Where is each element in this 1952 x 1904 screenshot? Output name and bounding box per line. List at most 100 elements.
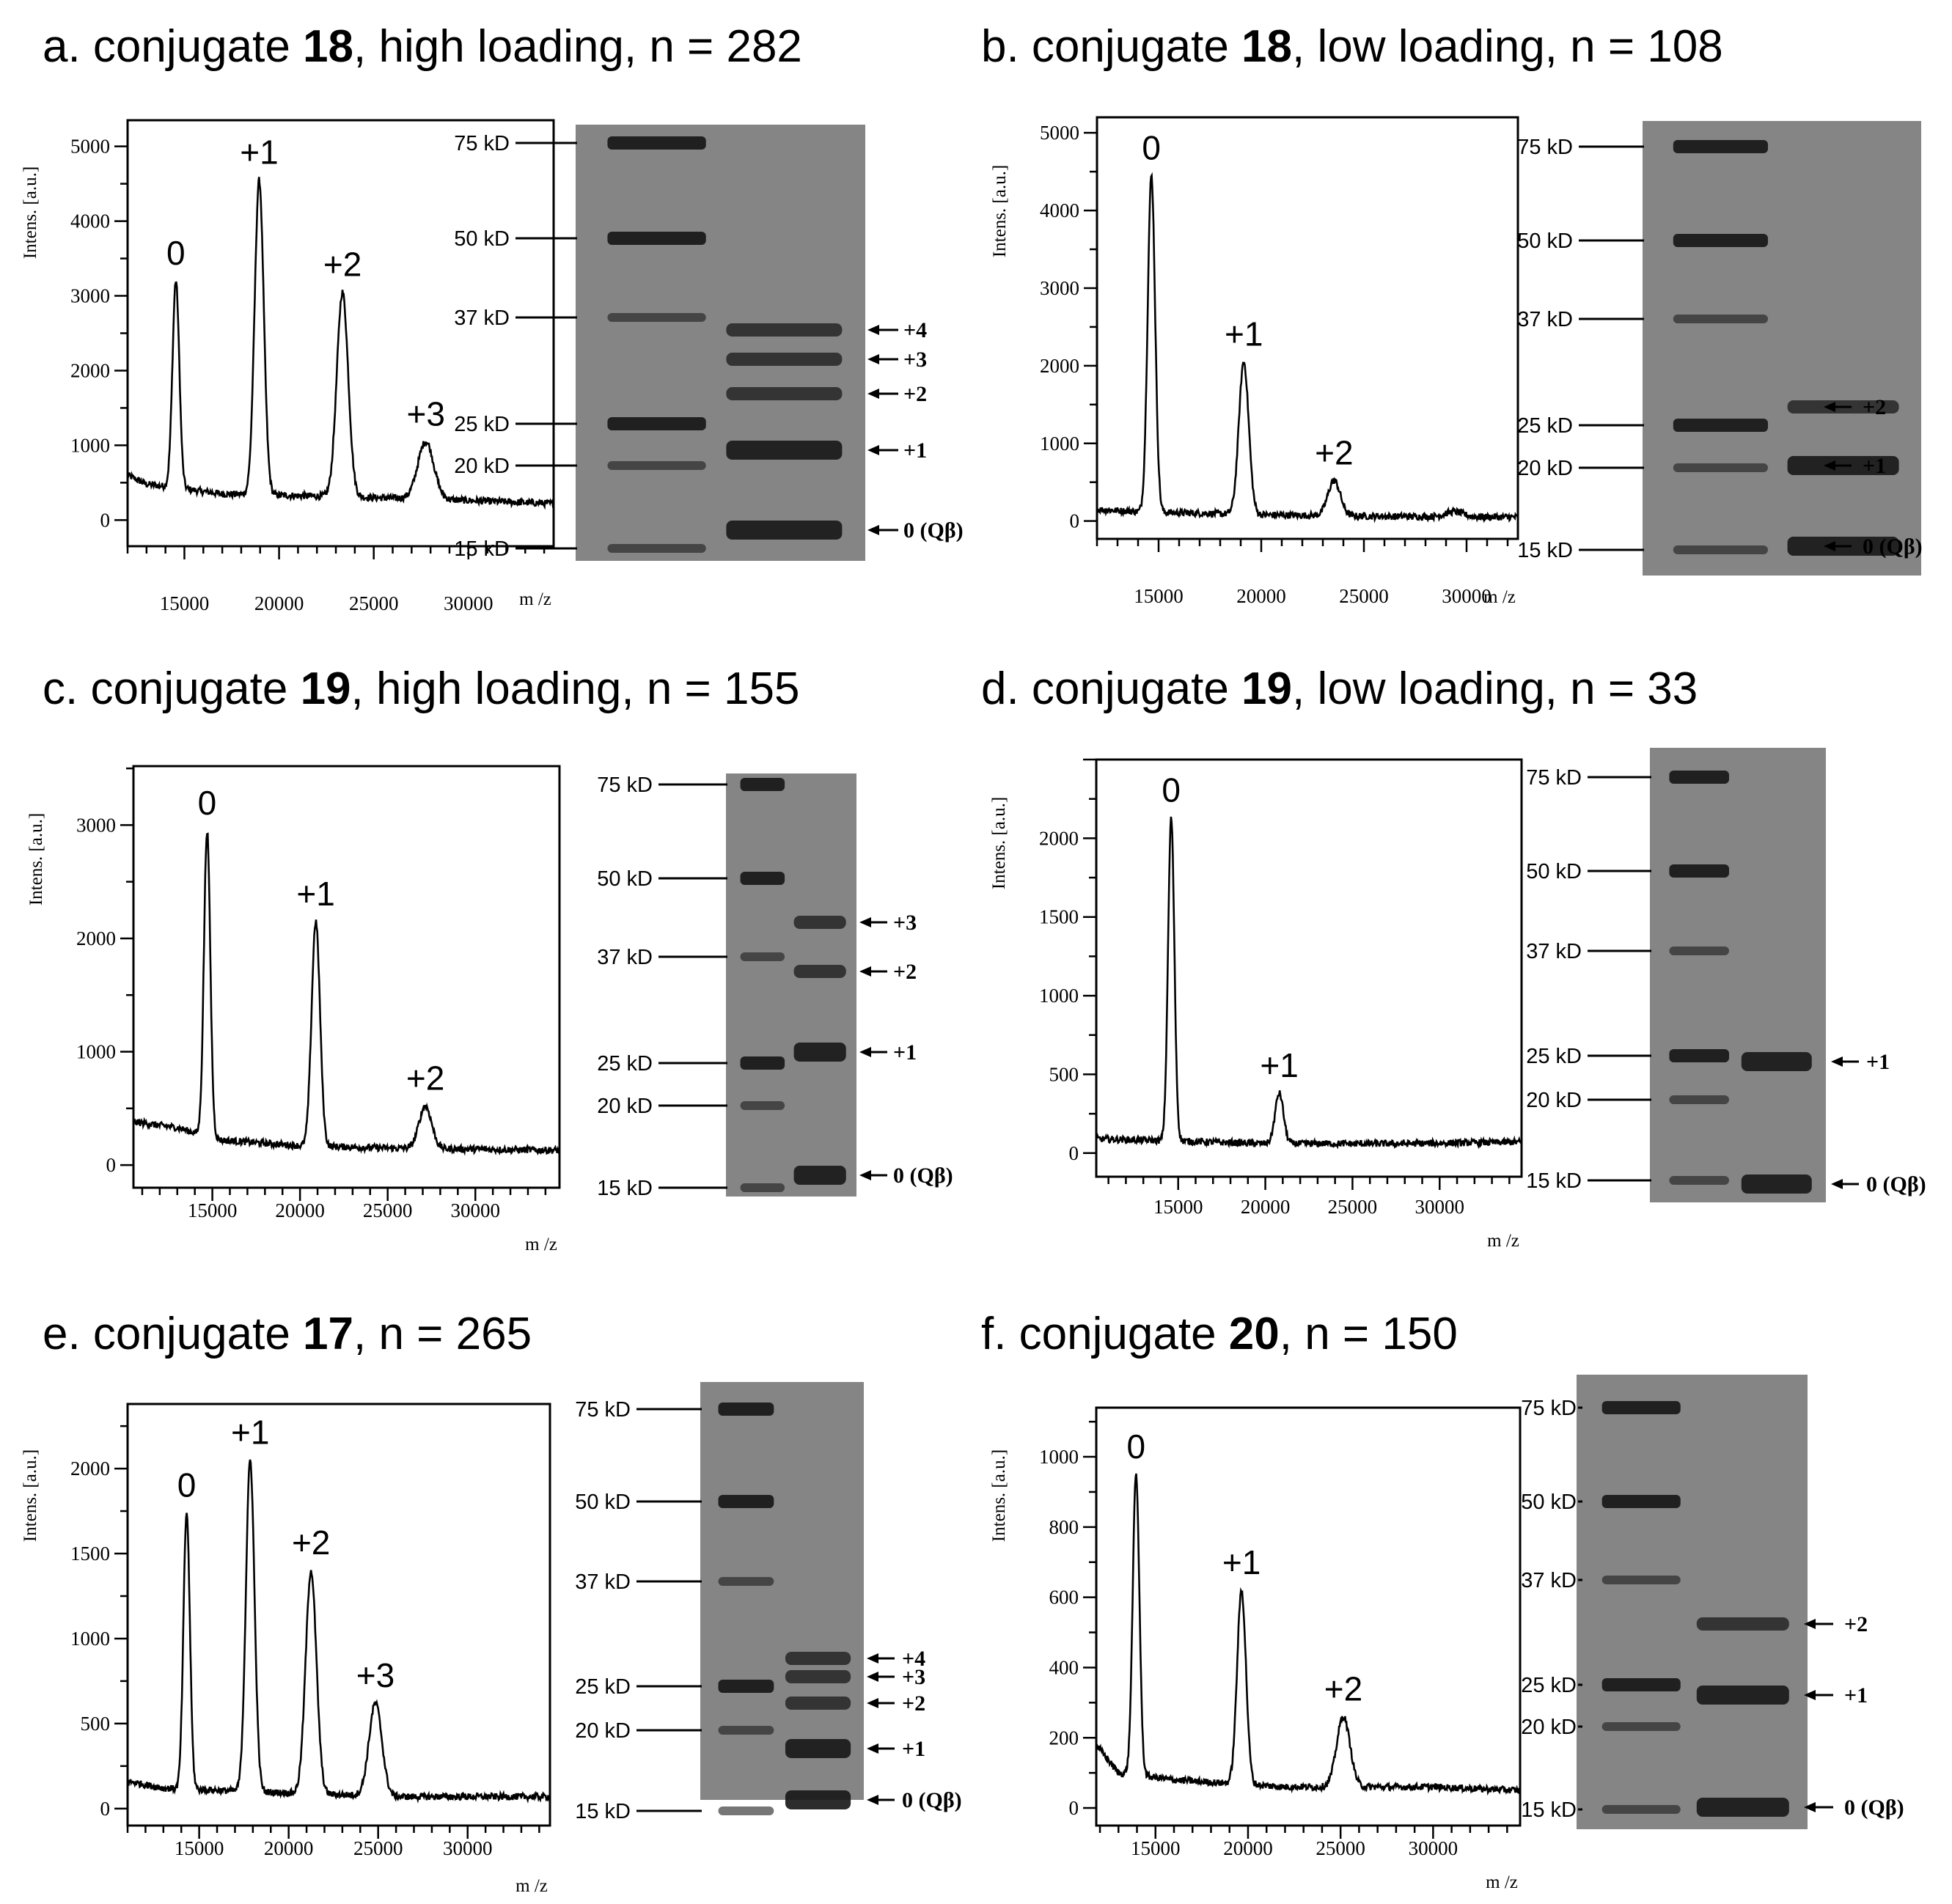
x-tick-label: 25000 <box>363 1199 413 1221</box>
ladder-band <box>1669 771 1729 784</box>
ladder-band <box>1601 1805 1681 1814</box>
x-tick-label: 15000 <box>1153 1196 1203 1218</box>
plot-frame <box>1096 116 1519 540</box>
y-tick-label: 200 <box>1049 1727 1079 1749</box>
peak-label: +2 <box>292 1523 330 1562</box>
marker-label: 37 kD <box>597 946 653 969</box>
sample-band <box>785 1652 851 1665</box>
y-tick-label: 0 <box>106 1154 117 1176</box>
y-axis-label: Intens. [a.u.] <box>21 1449 40 1542</box>
arrow-head-icon <box>1824 402 1835 412</box>
peak-label: 0 <box>1142 128 1161 166</box>
ladder-band <box>1669 947 1729 955</box>
marker-label: 50 kD <box>575 1491 631 1514</box>
arrow-head-icon <box>867 354 879 364</box>
marker-label: 50 kD <box>454 227 510 251</box>
x-tick-label: 15000 <box>160 592 210 614</box>
plot-frame <box>126 119 555 548</box>
sds-gel: 75 kD 50 kD 37 kD 25 kD 20 kD 15 kD +1 0 (Qβ) <box>1526 748 1926 1202</box>
x-tick-label: 15000 <box>175 1837 224 1859</box>
arrow-head-icon <box>859 1170 871 1180</box>
band-label: +3 <box>893 911 917 935</box>
marker-label: 50 kD <box>1526 860 1582 883</box>
y-tick-label: 0 <box>1070 510 1080 532</box>
x-tick-label: 30000 <box>1442 585 1491 607</box>
band-label: +1 <box>902 1737 925 1761</box>
panel-title: a. conjugate 18, high loading, n = 282 <box>43 21 802 72</box>
ladder-band <box>1601 1678 1681 1691</box>
marker-label: 15 kD <box>575 1800 631 1823</box>
y-tick-label: 600 <box>1049 1587 1079 1609</box>
gel-background <box>1577 1375 1808 1829</box>
x-tick-label: 25000 <box>349 592 399 614</box>
peak-label: +1 <box>1225 315 1263 353</box>
sample-band <box>793 1166 846 1185</box>
spectrum-trace <box>1096 172 1519 523</box>
spectrum-trace <box>126 1459 551 1804</box>
sds-gel: 75 kD 50 kD 37 kD 25 kD 20 kD 15 kD +2 +1 0 (Qβ) <box>1517 121 1923 576</box>
panel-a: a. conjugate 18, high loading, n = 282 15… <box>21 21 964 614</box>
panel-title-suffix: , n = 265 <box>353 1309 532 1359</box>
y-tick-label: 0 <box>1069 1797 1079 1819</box>
ladder-band <box>1669 1176 1729 1185</box>
peak-label: +3 <box>406 394 444 433</box>
band-label: +4 <box>903 318 927 342</box>
sample-band <box>793 916 846 929</box>
ladder-band <box>740 1056 785 1070</box>
x-tick-label: 25000 <box>1328 1196 1378 1218</box>
y-tick-label: 0 <box>100 509 111 531</box>
ladder-band <box>740 1183 785 1192</box>
arrow-head-icon <box>867 325 879 335</box>
marker-label: 20 kD <box>575 1719 631 1743</box>
arrow-head-icon <box>1804 1690 1816 1700</box>
y-tick-label: 1000 <box>1040 433 1079 455</box>
band-label: +2 <box>893 960 917 984</box>
gel-background <box>700 1382 864 1800</box>
y-tick-label: 1500 <box>1039 906 1079 928</box>
sample-band <box>1696 1798 1789 1817</box>
panel-title-conjugate: 18 <box>1241 21 1292 72</box>
x-tick-label: 30000 <box>443 1837 493 1859</box>
ladder-band <box>607 313 706 322</box>
panel-b: b. conjugate 18, low loading, n = 108 150… <box>981 21 1923 607</box>
band-label: 0 (Qβ) <box>902 1788 962 1812</box>
y-tick-label: 5000 <box>1040 122 1079 144</box>
x-tick-label: 25000 <box>1316 1837 1365 1859</box>
panel-title: b. conjugate 18, low loading, n = 108 <box>981 21 1723 72</box>
x-tick-label: 20000 <box>254 592 304 614</box>
y-axis-label: Intens. [a.u.] <box>26 813 46 905</box>
marker-label: 75 kD <box>1521 1397 1577 1420</box>
y-tick-label: 4000 <box>70 210 110 232</box>
arrow-head-icon <box>867 1672 878 1682</box>
y-tick-label: 400 <box>1049 1656 1079 1678</box>
y-axis-label: Intens. [a.u.] <box>990 165 1010 257</box>
peak-label: 0 <box>198 784 217 822</box>
x-tick-label: 15000 <box>188 1199 238 1221</box>
y-tick-label: 3000 <box>70 285 110 307</box>
ladder-band <box>607 461 706 470</box>
ladder-band <box>740 1101 785 1110</box>
marker-label: 25 kD <box>1517 414 1573 438</box>
ladder-band <box>740 872 785 885</box>
panel-title-suffix: , low loading, n = 108 <box>1292 21 1723 72</box>
ladder-band <box>607 136 706 150</box>
panel-title: e. conjugate 17, n = 265 <box>43 1309 532 1359</box>
panel-title-prefix: f. conjugate <box>981 1309 1229 1359</box>
ms-plot: 15000 20000 25000 30000 0 1000 2000 3000 m /z Int… <box>26 765 561 1254</box>
ladder-band <box>740 952 785 961</box>
sample-band <box>726 521 843 540</box>
x-tick-label: 30000 <box>450 1199 500 1221</box>
ms-plot: 15000 20000 25000 30000 0 500 1000 1500 2000 m /z… <box>989 758 1523 1251</box>
band-label: +2 <box>1863 395 1886 419</box>
marker-label: 50 kD <box>1521 1491 1577 1514</box>
arrow-head-icon <box>867 1743 878 1754</box>
panel-title-conjugate: 19 <box>1241 664 1292 714</box>
ladder-band <box>718 1726 774 1735</box>
arrow-head-icon <box>867 445 879 455</box>
x-tick-label: 25000 <box>1339 585 1389 607</box>
y-tick-label: 1500 <box>70 1543 110 1565</box>
y-tick-label: 1000 <box>76 1041 116 1063</box>
x-tick-label: 15000 <box>1131 1837 1181 1859</box>
x-tick-label: 30000 <box>1409 1837 1459 1859</box>
